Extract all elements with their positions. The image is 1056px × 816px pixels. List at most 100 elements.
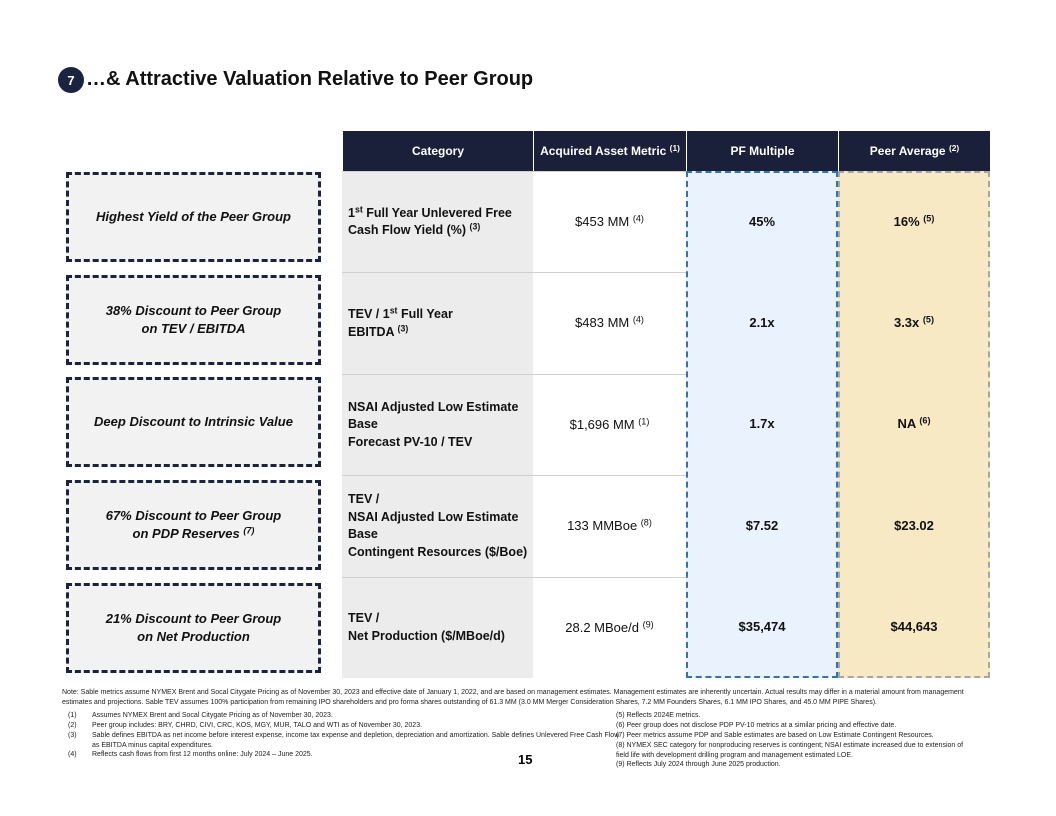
text: Cash Flow Yield (%)	[348, 223, 470, 238]
text: 3.3x	[893, 314, 923, 330]
text-line: $483 MM (4)	[575, 314, 644, 332]
text: 38% Discount to Peer Group	[105, 303, 282, 319]
text-line: Base	[348, 416, 533, 434]
text: NSAI Adjusted Low Estimate	[348, 399, 519, 414]
text: EBITDA	[348, 324, 398, 339]
table-cell: $7.52	[686, 475, 838, 577]
table-cell: 45%	[686, 171, 838, 273]
callout-box: 21% Discount to Peer Group on Net Product…	[66, 583, 321, 673]
footnote-number: (2)	[68, 722, 77, 729]
text: TEV /	[348, 611, 380, 626]
text: $1,696 MM	[569, 416, 639, 432]
text: Acquired Asset Metric	[540, 143, 670, 158]
table-cell: $1,696 MM (1)	[533, 373, 686, 476]
column-header: Acquired Asset Metric (1)	[533, 131, 686, 171]
footnote-note: Note: Sable metrics assume NYMEX Brent a…	[62, 689, 964, 706]
table-cell: 16% (5)	[838, 171, 990, 273]
text: Category	[411, 143, 464, 158]
text-line: 45%	[749, 213, 775, 231]
text-line: on Net Production	[137, 628, 250, 646]
table-cell: TEV / Net Production ($/MBoe/d)	[342, 576, 533, 678]
table-cell: TEV / NSAI Adjusted Low Estimate Base Conti…	[342, 475, 533, 577]
text-line: NA (6)	[897, 415, 930, 433]
footnote-number: (3)	[68, 732, 77, 739]
text-line: Peer Average (2)	[870, 143, 959, 160]
text: Base	[348, 417, 378, 432]
table-cell: 133 MMBoe (8)	[533, 475, 686, 577]
text-line: $453 MM (4)	[575, 213, 644, 231]
slide-title: …& Attractive Valuation Relative to Peer…	[86, 68, 534, 90]
text: Peer Average	[869, 143, 949, 158]
text-line: 16% (5)	[894, 213, 935, 231]
text-line: Acquired Asset Metric (1)	[540, 143, 680, 160]
table-cell: $23.02	[838, 475, 990, 577]
text: 45%	[748, 213, 776, 229]
superscript: (2)	[948, 142, 960, 153]
text: Full Year Unlevered Free	[362, 205, 512, 220]
peer-highlight-border	[838, 171, 990, 678]
text-line: $23.02	[894, 517, 934, 535]
column-header: Category	[342, 131, 533, 171]
text: $44,643	[890, 619, 938, 635]
section-badge: 7	[58, 67, 84, 93]
column-header: PF Multiple	[686, 131, 838, 171]
text: 2.1x	[749, 314, 775, 330]
text: Contingent Resources ($/Boe)	[348, 544, 528, 559]
text: Full Year	[397, 307, 453, 322]
superscript: st	[354, 204, 363, 215]
text: $35,474	[738, 619, 786, 635]
text: 21% Discount to Peer Group	[105, 611, 282, 627]
superscript: (3)	[397, 323, 409, 334]
text-line: 3.3x (5)	[894, 314, 934, 332]
text: $7.52	[745, 517, 779, 533]
text-line: 1st Full Year Unlevered Free	[348, 205, 533, 223]
text-line: EBITDA (3)	[348, 324, 533, 342]
superscript: (5)	[922, 314, 935, 325]
text-line: 21% Discount to Peer Group	[106, 610, 282, 628]
text-line: $7.52	[746, 517, 779, 535]
text: 133 MMBoe	[567, 518, 641, 534]
superscript: (7)	[243, 525, 255, 536]
table-cell: 28.2 MBoe/d (9)	[533, 576, 686, 678]
footnote-text: (8) NYMEX SEC category for nonproducing …	[616, 742, 964, 759]
text-line: $44,643	[891, 618, 938, 636]
footnote-text: Peer group includes: BRY, CHRD, CIVI, CR…	[92, 722, 423, 729]
superscript: (4)	[632, 314, 644, 325]
superscript: (3)	[469, 221, 481, 232]
table-cell: $44,643	[838, 576, 990, 678]
superscript: st	[389, 305, 398, 316]
text-line: Category	[412, 143, 464, 160]
text-line: $35,474	[739, 618, 786, 636]
superscript: (4)	[632, 213, 644, 224]
text: Forecast PV-10 / TEV	[348, 434, 473, 449]
text-line: Forecast PV-10 / TEV	[348, 434, 533, 452]
text-line: 67% Discount to Peer Group	[106, 507, 282, 525]
superscript: (6)	[919, 415, 931, 426]
text: on Net Production	[137, 629, 250, 644]
table-cell: NSAI Adjusted Low Estimate Base Forecast P…	[342, 373, 533, 476]
text-line: NSAI Adjusted Low Estimate	[348, 399, 533, 417]
text: TEV / 1	[348, 307, 390, 322]
table-cell: 3.3x (5)	[838, 272, 990, 374]
column-header: Peer Average (2)	[838, 131, 990, 171]
text: Highest Yield of the Peer Group	[95, 209, 292, 225]
text-line: 28.2 MBoe/d (9)	[565, 619, 653, 637]
text: Base	[348, 527, 378, 542]
table-cell: $35,474	[686, 576, 838, 678]
text-line: Deep Discount to Intrinsic Value	[94, 413, 293, 431]
footnote-text: (7) Peer metrics assume PDP and Sable es…	[616, 732, 934, 739]
text-line: $1,696 MM (1)	[570, 416, 650, 434]
superscript: (1)	[669, 142, 680, 153]
text: PF Multiple	[730, 143, 795, 158]
text-line: Highest Yield of the Peer Group	[96, 208, 291, 226]
table-cell: TEV / 1st Full Year EBITDA (3)	[342, 272, 533, 374]
text-line: TEV /	[348, 491, 533, 509]
text-line: 133 MMBoe (8)	[567, 517, 652, 535]
superscript: (5)	[923, 213, 935, 224]
text: NSAI Adjusted Low Estimate	[348, 509, 519, 524]
text: Deep Discount to Intrinsic Value	[94, 414, 293, 430]
text-line: 38% Discount to Peer Group	[106, 302, 282, 320]
text: NA	[897, 416, 920, 432]
table-cell: NA (6)	[838, 373, 990, 476]
